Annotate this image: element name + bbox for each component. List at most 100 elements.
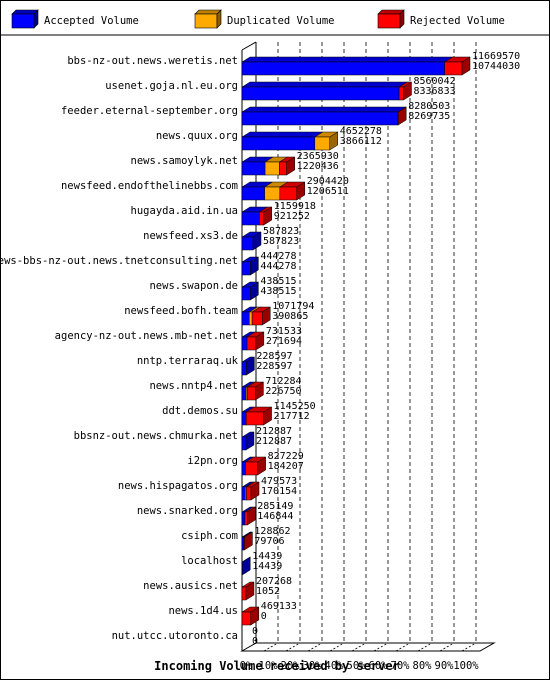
value-total: 285149: [257, 501, 293, 512]
bar-side: [397, 106, 407, 126]
server-label: news.samoylyk.net: [131, 155, 238, 167]
floor-gridline: [417, 642, 433, 652]
bar-group: [241, 206, 273, 226]
value-total: 212887: [256, 426, 292, 437]
legend: Accepted Volume Duplicated Volume Rejected…: [1, 9, 549, 36]
server-label: feeder.eternal-september.org: [61, 105, 238, 117]
bar-side: [255, 331, 265, 351]
bar-side: [257, 456, 266, 476]
bar-group: [241, 431, 255, 451]
floor-gridline: [439, 642, 455, 652]
bar-accepted: [241, 161, 266, 176]
value-total: 2365930: [297, 151, 339, 162]
value-accepted: 217712: [274, 411, 310, 422]
bar-accepted: [241, 511, 246, 526]
value-total: 228597: [256, 351, 292, 362]
floor-gridline: [263, 642, 279, 652]
server-label: newsfeed.endofthelinebbs.com: [61, 180, 238, 192]
bar-group: [241, 181, 306, 201]
x-tick-label: 50%: [347, 660, 367, 672]
value-total: 2904420: [307, 176, 349, 187]
x-tick-label: 90%: [435, 660, 455, 672]
x-tick-label: 30%: [303, 660, 323, 672]
bar-side: [245, 581, 255, 601]
bar-rejected: [251, 311, 263, 326]
floor-gridline: [461, 642, 477, 652]
value-total: 128862: [254, 526, 290, 537]
bar-rejected: [246, 486, 252, 501]
legend-swatch-top: [194, 9, 222, 15]
bar-rejected: [241, 611, 252, 626]
bar-accepted-top: [241, 56, 454, 63]
bar-group: [241, 56, 471, 76]
server-label: localhost: [181, 555, 238, 567]
value-total: 11669570: [472, 51, 520, 62]
bar-side: [246, 356, 255, 376]
bar-accepted: [241, 336, 248, 351]
value-total: 14439: [252, 551, 282, 562]
legend-label: Duplicated Volume: [227, 15, 334, 27]
server-label: nntp.terraraq.uk: [137, 355, 239, 367]
bar-accepted: [241, 436, 247, 451]
bar-side: [250, 281, 259, 301]
value-total: 712284: [265, 376, 301, 387]
bar-side: [263, 206, 273, 226]
bar-duplicated: [264, 161, 280, 176]
bar-rejected: [259, 211, 265, 226]
server-label: news.swapon.de: [149, 280, 238, 292]
x-axis-label: Incoming Volume received by server: [154, 659, 400, 673]
bar-side: [250, 606, 260, 626]
bar-rejected: [246, 336, 257, 351]
bar-accepted: [241, 86, 400, 101]
bar-group: [241, 306, 272, 326]
bar-group: [241, 331, 265, 351]
legend-swatch-top: [11, 9, 39, 15]
value-accepted: 1052: [256, 586, 280, 597]
bar-side: [241, 556, 251, 576]
server-label: news.hispagatos.org: [118, 480, 238, 492]
bar-rejected: [244, 511, 248, 526]
bar-group: [241, 606, 260, 626]
bar-group: [241, 81, 413, 101]
server-label: ddt.demos.su: [162, 405, 238, 417]
value-total: 438515: [260, 276, 296, 287]
bar-side: [296, 181, 306, 201]
bar-accepted: [241, 486, 246, 501]
legend-label: Accepted Volume: [44, 15, 139, 27]
value-total: 827229: [268, 451, 304, 462]
floor-gridline: [395, 642, 411, 652]
server-label: bbsnz-out.news.chmurka.net: [74, 430, 238, 442]
value-accepted: 228597: [256, 361, 292, 372]
value-accepted: 8336833: [413, 86, 455, 97]
bar-rejected: [279, 186, 298, 201]
bar-accepted: [241, 286, 251, 301]
bar-group: [241, 156, 296, 176]
bar-group: [241, 531, 254, 551]
value-total: 1145250: [274, 401, 316, 412]
value-total: 207268: [256, 576, 292, 587]
server-labels: bbs-nz-out.news.weretis.net usenet.goja.n…: [0, 55, 239, 642]
floor-gridline: [351, 642, 367, 652]
bar-group: [241, 281, 260, 301]
bar-side: [250, 481, 260, 501]
x-tick-label: 80%: [413, 660, 433, 672]
bar-group: [241, 456, 267, 476]
bar-rejected: [241, 586, 247, 601]
bar-accepted: [241, 411, 247, 426]
bar-side: [261, 306, 271, 326]
server-label: bbs-nz-out.news.weretis.net: [67, 55, 238, 67]
bar-group: [241, 556, 252, 576]
value-total: 731533: [266, 326, 302, 337]
bar-side: [247, 506, 256, 526]
server-label: hugayda.aid.in.ua: [131, 205, 238, 217]
legend-swatch-side: [216, 9, 222, 29]
bar-accepted: [241, 361, 247, 376]
bar-rejected: [398, 86, 404, 101]
value-total: 1071794: [272, 301, 314, 312]
server-label: news.ausics.net: [143, 580, 238, 592]
bar-group: [241, 381, 265, 401]
legend-swatch-top: [377, 9, 405, 15]
bar-accepted-top: [241, 106, 407, 113]
value-accepted: 146844: [257, 511, 293, 522]
server-label: newsfeed.xs3.de: [143, 230, 238, 242]
